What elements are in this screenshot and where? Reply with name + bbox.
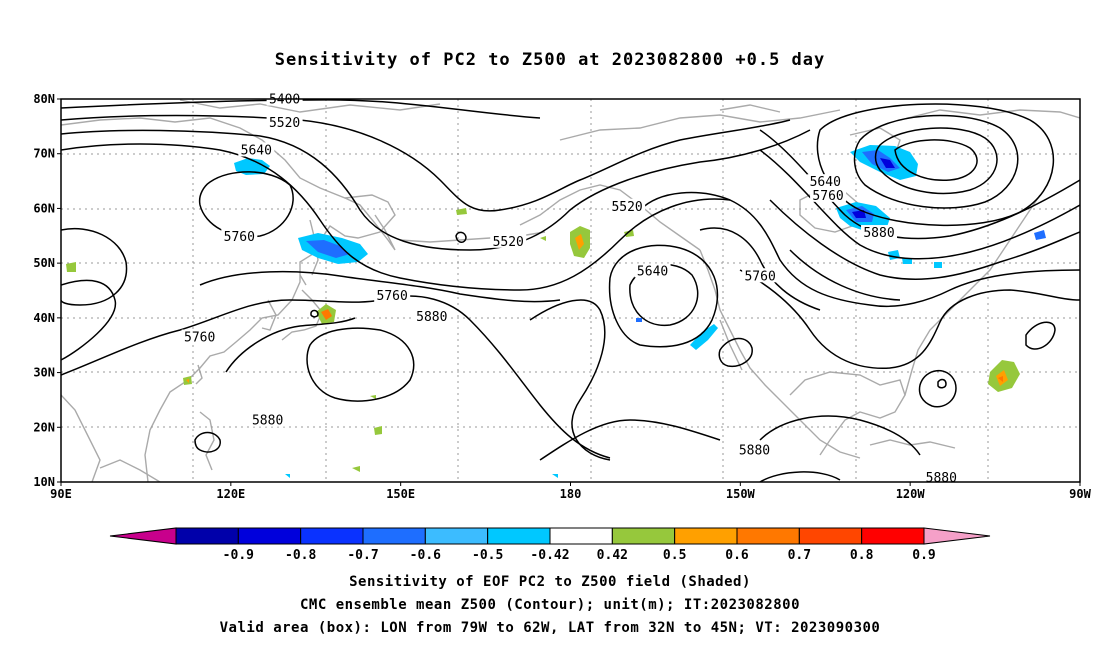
contour-label-bg [413, 308, 450, 323]
lon-tick-label: 120W [896, 487, 926, 501]
contour-label: 5640 [637, 264, 668, 279]
contour-label-bg [238, 142, 275, 157]
lon-tick-label: 90W [1069, 487, 1091, 501]
lon-tick-label: 120E [216, 487, 245, 501]
contour-label: 5760 [224, 230, 255, 245]
lat-tick-label: 70N [33, 147, 55, 161]
contour-label-bg [810, 187, 847, 202]
colorbar-tick-label: 0.8 [850, 548, 874, 563]
contour-label-bg [221, 228, 258, 243]
contour-label: 5520 [611, 200, 642, 215]
lon-tick-label: 90E [50, 487, 72, 501]
caption-valid-area: Valid area (box): LON from 79W to 62W, L… [219, 620, 881, 636]
contour-label: 5760 [744, 269, 775, 284]
sensitivity-shading [66, 145, 1046, 478]
map-frame [60, 98, 1081, 483]
colorbar-box [549, 527, 613, 545]
contour-label: 5880 [926, 471, 957, 486]
coastlines [61, 99, 1080, 482]
contour-label: 5760 [812, 189, 843, 204]
contour-label-bg [374, 287, 411, 302]
contour-label: 5640 [810, 175, 841, 190]
colorbar-box [736, 527, 800, 545]
colorbar-tick-label: 0.42 [597, 548, 628, 563]
colorbar-tick-label: -0.5 [472, 548, 503, 563]
contour-label-bg [609, 198, 646, 213]
colorbar-tick-label: -0.9 [223, 548, 254, 563]
colorbar-triangle-high [923, 527, 991, 545]
contour-label-bg [923, 470, 960, 485]
colorbar-tick-label: -0.6 [410, 548, 441, 563]
contour-label: 5880 [416, 310, 447, 325]
contour-label-bg [490, 233, 527, 248]
colorbar-tick-label: -0.42 [530, 548, 569, 563]
colorbar-box [237, 527, 302, 545]
colorbar-box [798, 527, 863, 545]
contour-label: 5760 [377, 289, 408, 304]
z500-contours [61, 99, 1080, 482]
lat-tick-label: 50N [33, 256, 55, 270]
contour-label-bg [861, 225, 898, 240]
lat-tick-label: 30N [33, 366, 55, 380]
contour-label-bg [736, 442, 773, 457]
caption-contour: CMC ensemble mean Z500 (Contour); unit(m… [299, 597, 800, 613]
contour-label-bg [266, 115, 303, 130]
contour-label-bg [742, 268, 779, 283]
latitude-labels: 80N 70N 60N 50N 40N 30N 20N 10N [33, 92, 61, 489]
contour-label-bg [181, 329, 218, 344]
lat-tick-label: 20N [33, 420, 55, 434]
colorbar-tick-label: 0.6 [725, 548, 749, 563]
contour-label: 5880 [863, 226, 894, 241]
colorbar-box [611, 527, 676, 545]
colorbar [109, 527, 991, 545]
contour-label: 5880 [739, 443, 770, 458]
caption-shading: Sensitivity of EOF PC2 to Z500 field (Sh… [349, 574, 751, 590]
contour-label: 5520 [493, 235, 524, 250]
contour-label-bg [634, 263, 671, 278]
longitude-labels: 90E120E150E180150W120W90W60W [50, 482, 1092, 501]
lon-tick-label: 150W [726, 487, 756, 501]
colorbar-box [362, 527, 426, 545]
chart-title: Sensitivity of PC2 to Z500 at 2023082800… [274, 50, 826, 70]
contour-label: 5640 [241, 143, 272, 158]
colorbar-tick-label: 0.9 [912, 548, 935, 563]
lat-tick-label: 10N [33, 475, 55, 489]
lat-tick-label: 80N [33, 92, 55, 106]
contour-label: 5880 [252, 414, 283, 429]
lat-tick-label: 60N [33, 201, 55, 215]
colorbar-box [424, 527, 489, 545]
contour-label-bg [807, 174, 844, 189]
contour-label-bg [249, 412, 286, 427]
contour-label: 5520 [269, 116, 300, 131]
colorbar-triangle-low [109, 527, 177, 545]
colorbar-box [300, 527, 364, 545]
contour-labels: 5400552056405760576058805520576058805520… [181, 91, 960, 486]
colorbar-box [861, 527, 925, 545]
colorbar-labels: -0.9 -0.8 -0.7 -0.6 -0.5 -0.42 0.42 0.5 0.6 0.7 0.… [223, 548, 936, 563]
colorbar-box [175, 527, 239, 545]
colorbar-tick-label: -0.7 [347, 548, 378, 563]
lat-tick-label: 40N [33, 311, 55, 325]
colorbar-box [674, 527, 738, 545]
colorbar-box [487, 527, 551, 545]
colorbar-tick-label: 0.7 [788, 548, 811, 563]
lon-tick-label: 150E [386, 487, 415, 501]
colorbar-tick-label: -0.8 [285, 548, 316, 563]
contour-label: 5400 [269, 93, 300, 108]
colorbar-tick-label: 0.5 [663, 548, 686, 563]
grid-lines [61, 99, 1080, 482]
lon-tick-label: 180 [560, 487, 582, 501]
contour-label: 5760 [184, 331, 215, 346]
